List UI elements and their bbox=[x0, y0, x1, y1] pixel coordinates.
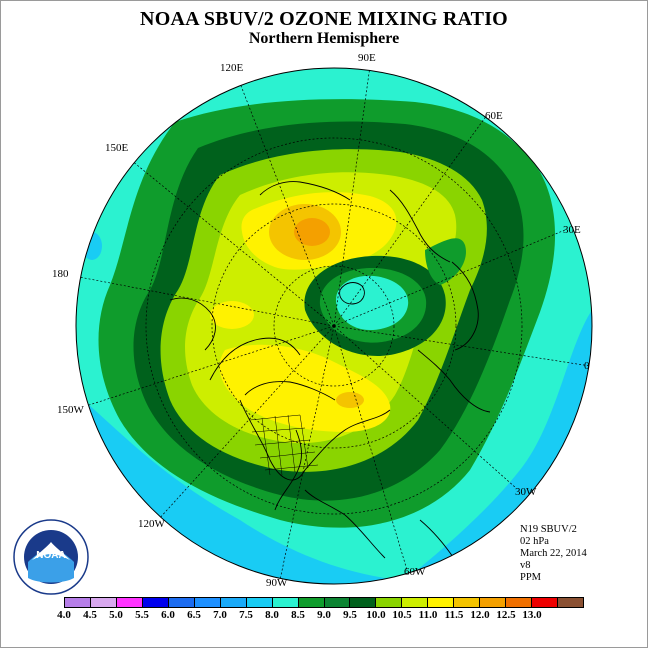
color-swatch bbox=[558, 598, 584, 607]
color-swatch bbox=[324, 598, 351, 607]
lon-label-120w: 120W bbox=[138, 518, 165, 530]
color-swatch bbox=[402, 598, 429, 607]
version-label: v8 bbox=[520, 560, 531, 571]
color-scale-tick: 4.0 bbox=[57, 609, 71, 621]
noaa-logo: NOAA bbox=[13, 519, 89, 595]
lon-label-90w: 90W bbox=[266, 577, 288, 589]
color-swatch bbox=[90, 598, 117, 607]
units-label: PPM bbox=[520, 572, 542, 583]
color-scale-tick: 6.5 bbox=[187, 609, 201, 621]
color-swatch bbox=[506, 598, 533, 607]
color-scale-tick: 6.0 bbox=[161, 609, 175, 621]
color-scale-tick: 13.0 bbox=[522, 609, 542, 621]
color-swatch bbox=[142, 598, 169, 607]
yellow-region-lower bbox=[219, 344, 391, 432]
us-state-lines bbox=[249, 414, 319, 476]
date-label: March 22, 2014 bbox=[520, 548, 587, 559]
orange-core bbox=[294, 218, 330, 246]
color-scale-tick: 7.0 bbox=[213, 609, 227, 621]
pressure-level-label: 02 hPa bbox=[520, 536, 549, 547]
color-swatch bbox=[454, 598, 481, 607]
color-scale-tick: 9.0 bbox=[317, 609, 331, 621]
color-swatch bbox=[246, 598, 273, 607]
lon-label-150e: 150E bbox=[105, 142, 129, 154]
color-scale-bar bbox=[64, 597, 584, 608]
yellow-spot-left bbox=[210, 301, 254, 329]
graticule bbox=[76, 68, 591, 581]
gold-spot-lower bbox=[336, 392, 364, 408]
color-swatch bbox=[272, 598, 299, 607]
map-subtitle: Northern Hemisphere bbox=[248, 30, 400, 47]
color-scale-tick: 9.5 bbox=[343, 609, 357, 621]
lon-label-30w: 30W bbox=[515, 486, 537, 498]
color-swatch bbox=[376, 598, 403, 607]
color-scale-tick: 12.0 bbox=[470, 609, 490, 621]
color-swatch bbox=[532, 598, 559, 607]
color-scale-tick: 10.0 bbox=[366, 609, 386, 621]
blue-lower-left-region bbox=[76, 380, 592, 584]
data-info-block: N19 SBUV/2 02 hPa March 22, 2014 v8 PPM bbox=[520, 524, 587, 584]
lon-label-0: 0 bbox=[584, 360, 590, 372]
lon-label-60w: 60W bbox=[404, 566, 426, 578]
color-scale-tick: 8.5 bbox=[291, 609, 305, 621]
color-swatch bbox=[168, 598, 195, 607]
color-scale-tick: 11.5 bbox=[444, 609, 464, 621]
lon-label-150w: 150W bbox=[57, 404, 84, 416]
hemisphere-boundary bbox=[75, 67, 593, 585]
vortex-tail bbox=[425, 238, 466, 285]
color-scale-tick: 4.5 bbox=[83, 609, 97, 621]
color-swatch bbox=[428, 598, 455, 607]
coastlines bbox=[169, 181, 491, 561]
color-swatch bbox=[65, 598, 91, 607]
color-swatch bbox=[298, 598, 325, 607]
lon-label-30e: 30E bbox=[563, 224, 581, 236]
low-ozone-vortex-core bbox=[336, 275, 409, 330]
color-swatch bbox=[220, 598, 247, 607]
lon-label-60e: 60E bbox=[485, 110, 503, 122]
color-swatch bbox=[194, 598, 221, 607]
color-scale-tick: 5.0 bbox=[109, 609, 123, 621]
color-scale-tick: 5.5 bbox=[135, 609, 149, 621]
color-scale-tick: 7.5 bbox=[239, 609, 253, 621]
color-swatch bbox=[480, 598, 507, 607]
instrument-label: N19 SBUV/2 bbox=[520, 524, 577, 535]
lon-label-120e: 120E bbox=[220, 62, 244, 74]
color-scale-ticks: 4.0 4.5 5.0 5.5 6.0 6.5 7.0 7.5 8.0 8.5 9.0 9.5 10.0… bbox=[44, 609, 604, 623]
color-scale-tick: 11.0 bbox=[418, 609, 438, 621]
color-swatch bbox=[116, 598, 143, 607]
lon-label-90e: 90E bbox=[358, 52, 376, 64]
lon-label-180: 180 bbox=[52, 268, 69, 280]
logo-wordmark: NOAA bbox=[36, 550, 65, 561]
color-scale-tick: 10.5 bbox=[392, 609, 412, 621]
color-scale-tick: 8.0 bbox=[265, 609, 279, 621]
color-scale-tick: 12.5 bbox=[496, 609, 516, 621]
map-title: NOAA SBUV/2 OZONE MIXING RATIO bbox=[140, 8, 508, 30]
color-swatch bbox=[350, 598, 377, 607]
